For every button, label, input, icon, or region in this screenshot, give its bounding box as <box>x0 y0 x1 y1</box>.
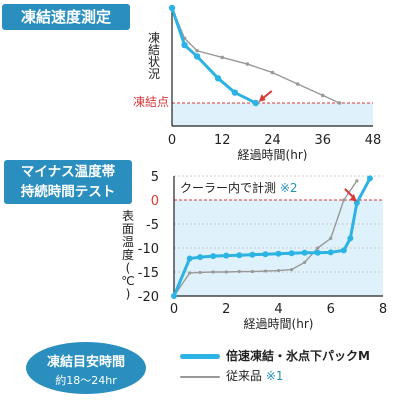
series-old-chart2-point <box>342 198 346 202</box>
x-tick-label: 0 <box>168 133 176 148</box>
x-tick-label: 24 <box>264 133 281 148</box>
red-arrowhead-chart2 <box>349 193 357 202</box>
section-title-duration-test: マイナス温度帯 持続時間テスト <box>4 160 132 204</box>
series-main-chart2-point <box>249 251 256 258</box>
series-main-chart2-point <box>301 249 308 256</box>
section-title-freezing-speed: 凍結速度測定 <box>2 4 130 30</box>
series-main-chart2-point <box>197 254 204 261</box>
series-old-chart1-point <box>337 101 342 105</box>
series-old-chart2-point <box>329 236 333 240</box>
series-main-chart2-point <box>275 250 282 257</box>
y-axis-title-chart1-char: 結 <box>148 43 160 57</box>
y-tick-label: -20 <box>138 290 159 305</box>
legend-swatch-old <box>180 375 220 378</box>
frozen-region <box>172 103 373 126</box>
y-tick-label: -15 <box>138 266 159 281</box>
y-tick-label: 0 <box>151 194 159 209</box>
series-main-chart2-point <box>327 249 334 256</box>
y-axis-title-chart2-char: ℃ <box>121 274 134 288</box>
legend-label-old: 従来品 <box>226 369 263 383</box>
y-axis-title-chart1-char: 況 <box>148 66 160 81</box>
series-old-chart2-point <box>289 268 294 272</box>
y-tick-label: 5 <box>151 170 159 185</box>
series-main-chart2-point <box>210 253 217 260</box>
legend-item-main: 倍速凍結・氷点下パックM <box>180 347 370 365</box>
series-main-chart1-point <box>193 53 201 60</box>
x-tick-label: 36 <box>314 133 331 148</box>
series-old-chart1-point <box>295 82 300 86</box>
x-tick-label: 6 <box>327 302 335 317</box>
series-main-chart2-point <box>223 252 230 259</box>
x-axis-title-chart2: 経過時間(hr) <box>244 317 314 331</box>
legend-note-old: ※1 <box>265 369 284 383</box>
x-tick-label: 12 <box>214 133 231 148</box>
x-axis-title-chart1: 経過時間(hr) <box>238 148 308 162</box>
section-title-line-2: 持続時間テスト <box>20 184 116 200</box>
series-main-chart1-point <box>214 75 222 82</box>
series-old-chart2-point <box>198 270 202 275</box>
series-main-chart1-point <box>181 41 188 49</box>
y-axis-title-chart2-char: ) <box>126 287 131 301</box>
y-axis-title-chart1-char: 凍 <box>148 31 160 45</box>
series-old-chart2-point <box>211 270 215 274</box>
y-axis-title-chart2-char: 表 <box>122 209 134 223</box>
measurement-note: クーラー内で計測 ※2 <box>180 180 298 195</box>
series-old-chart2-point <box>276 268 281 273</box>
legend: 倍速凍結・氷点下パックM 従来品 ※1 <box>172 344 392 390</box>
x-tick-label: 48 <box>365 133 382 148</box>
y-axis-title-chart2-char: ( <box>126 261 131 275</box>
x-tick-label: 4 <box>274 302 282 317</box>
series-old-chart1-point <box>320 93 325 98</box>
series-main-chart2-point <box>236 252 243 259</box>
series-old-chart2-point <box>263 269 268 273</box>
series-main-chart2-point <box>366 175 373 182</box>
series-main-chart2-point <box>262 251 269 258</box>
x-tick-label: 0 <box>170 302 178 317</box>
series-old-chart2-point <box>316 246 320 250</box>
series-main-chart2-point <box>186 255 193 262</box>
series-main-chart2-point <box>347 235 354 242</box>
series-main-chart1-point <box>168 4 176 12</box>
measurement-note-ref: ※2 <box>280 181 298 195</box>
series-old-chart1-point <box>220 55 225 60</box>
y-axis-title-chart2-char: 温 <box>122 235 134 249</box>
legend-swatch-main <box>180 354 220 359</box>
series-old-chart1-point <box>245 62 250 66</box>
series-main-chart1-point <box>231 89 239 96</box>
y-axis-title-chart1-char: 状 <box>148 55 160 69</box>
section-title-line-1: マイナス温度帯 <box>20 164 116 180</box>
series-old-chart2-point <box>355 179 359 183</box>
series-main-chart1-line <box>170 7 257 105</box>
x-tick-label: 8 <box>379 302 387 317</box>
red-arrowhead-chart1 <box>258 94 266 102</box>
series-main-chart2-point <box>340 247 347 254</box>
series-main-chart2-point <box>314 249 321 256</box>
series-old-chart1-point <box>195 48 199 53</box>
series-old-chart2-point <box>188 271 192 275</box>
freeze-time-title: 凍結目安時間 <box>46 355 125 370</box>
series-old-chart1-point <box>270 70 275 75</box>
freeze-time-range: 約18〜24hr <box>55 374 117 387</box>
legend-label-main: 倍速凍結・氷点下パックM <box>226 349 370 363</box>
freeze-time-badge: 凍結目安時間 約18〜24hr <box>26 342 146 394</box>
series-old-chart2-point <box>237 269 241 274</box>
series-main-chart1-point <box>252 99 259 107</box>
series-main-chart2-point <box>171 293 177 299</box>
y-axis-title-chart2-char: 面 <box>122 222 134 236</box>
x-tick-label: 2 <box>222 302 230 317</box>
series-old-chart2-point <box>224 270 228 274</box>
legend-item-old: 従来品 ※1 <box>180 367 284 385</box>
y-axis-title-chart2-char: 度 <box>122 247 134 262</box>
y-tick-label: -10 <box>138 242 159 257</box>
freezing-point-label: 凍結点 <box>133 95 169 109</box>
series-old-chart2-point <box>303 260 307 264</box>
y-tick-label: -5 <box>146 218 159 233</box>
series-old-chart2-point <box>250 269 254 274</box>
series-main-chart2-point <box>288 250 295 257</box>
